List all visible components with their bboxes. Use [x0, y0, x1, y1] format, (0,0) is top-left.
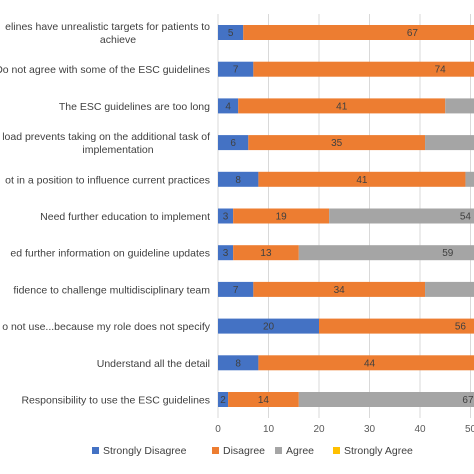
bar-value-label: 4	[225, 101, 231, 112]
legend-label: Agree	[286, 445, 314, 457]
bar-value-label: 3	[223, 212, 229, 223]
bar-value-label: 59	[442, 248, 454, 259]
bar-value-label: 8	[235, 358, 241, 369]
category-label: o not use...because my role does not spe…	[2, 321, 211, 333]
category-label: Do not agree with some of the ESC guidel…	[0, 64, 210, 76]
bar-value-label: 7	[233, 65, 239, 76]
x-tick-label: 10	[263, 424, 275, 435]
bar-segment	[298, 392, 474, 407]
category-label: elines have unrealistic targets for pati…	[5, 21, 210, 33]
bar-value-label: 14	[258, 395, 270, 406]
category-label: implementation	[82, 144, 153, 156]
bar-value-label: 54	[460, 212, 472, 223]
bar-segment	[425, 135, 474, 151]
bar-segment	[243, 25, 474, 40]
bar-segment	[218, 392, 229, 407]
category-label: Understand all the detail	[97, 358, 210, 370]
category-label: ot in a position to influence current pr…	[5, 174, 210, 186]
bar-segment	[218, 281, 254, 297]
category-label: achieve	[100, 34, 136, 46]
bar-value-label: 41	[336, 101, 348, 112]
bar-segment	[218, 135, 249, 151]
legend-label: Strongly Disagree	[103, 445, 187, 457]
bar-segment	[298, 245, 474, 261]
bar-segment	[218, 355, 259, 371]
bar-segment	[218, 98, 239, 114]
bar-segment	[218, 318, 319, 334]
category-labels: elines have unrealistic targets for pati…	[0, 21, 211, 407]
category-label: Responsibility to use the ESC guidelines	[21, 395, 210, 407]
bar-segment	[253, 61, 474, 77]
bar-segment	[233, 245, 299, 261]
bar-value-label: 74	[435, 65, 447, 76]
bar-segment	[218, 245, 234, 261]
x-tick-label: 40	[414, 424, 426, 435]
category-label: Need further education to implement	[40, 211, 210, 223]
bar-segment	[258, 171, 466, 187]
bar-value-label: 67	[462, 395, 474, 406]
bar-value-label: 8	[235, 175, 241, 186]
bar-segment	[233, 208, 330, 224]
bar-value-label: 5	[228, 28, 234, 39]
bar-segment	[258, 355, 474, 371]
x-tick-label: 30	[364, 424, 376, 435]
bar-value-label: 34	[334, 285, 346, 296]
bar-segment	[218, 61, 254, 77]
bar-value-label: 35	[331, 138, 343, 149]
bar-segment	[253, 281, 426, 297]
bar-segment	[218, 25, 244, 40]
bar-segment	[465, 171, 474, 187]
category-label: The ESC guidelines are too long	[59, 101, 210, 113]
bar-value-label: 2	[220, 395, 226, 406]
x-tick-label: 50	[465, 424, 474, 435]
bar-segment	[445, 98, 474, 114]
bar-segment	[218, 208, 234, 224]
bar-value-label: 67	[407, 28, 419, 39]
bar-value-label: 6	[230, 138, 236, 149]
x-axis-ticks: 0102030405060708090	[215, 424, 474, 435]
legend-swatch	[212, 447, 219, 454]
bar-value-label: 41	[356, 175, 368, 186]
legend-swatch	[275, 447, 282, 454]
x-tick-label: 20	[313, 424, 325, 435]
bar-value-label: 44	[364, 358, 376, 369]
category-label: fidence to challenge multidisciplinary t…	[13, 284, 210, 296]
bar-segment	[218, 171, 259, 187]
legend: Strongly Disagree Disagree Agree Strongly A…	[92, 445, 413, 457]
legend-label: Strongly Agree	[344, 445, 413, 457]
bar-segment	[228, 392, 299, 407]
category-label: ed further information on guideline upda…	[10, 248, 210, 260]
bar-segment	[329, 208, 474, 224]
bar-value-label: 3	[223, 248, 229, 259]
legend-swatch	[333, 447, 340, 454]
bar-value-label: 20	[263, 322, 275, 333]
bar-segment	[319, 318, 474, 334]
bar-value-label: 19	[276, 212, 288, 223]
x-tick-label: 0	[215, 424, 221, 435]
bar-segment	[238, 98, 446, 114]
category-label: load prevents taking on the additional t…	[2, 131, 210, 143]
bar-segment	[248, 135, 426, 151]
legend-swatch	[92, 447, 99, 454]
bar-value-label: 7	[233, 285, 239, 296]
bars: 5672677414414863544841393195424313592573…	[218, 25, 474, 407]
legend-label: Disagree	[223, 445, 265, 457]
bar-segment	[425, 281, 474, 297]
bar-value-label: 13	[260, 248, 272, 259]
bar-value-label: 56	[455, 322, 467, 333]
